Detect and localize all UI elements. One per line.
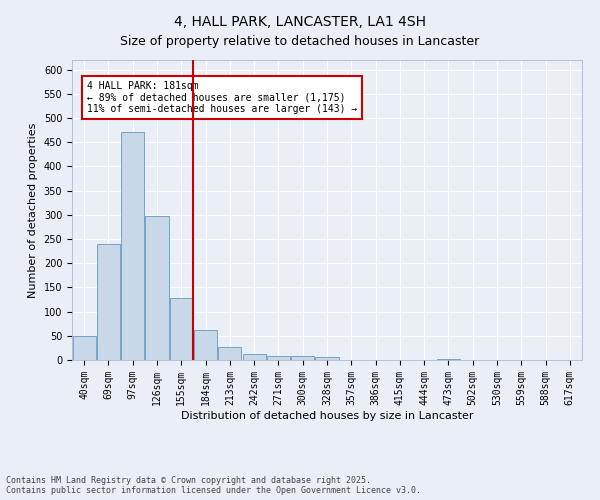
Bar xyxy=(97,244,120,360)
Bar xyxy=(170,298,193,360)
Text: Contains HM Land Registry data © Crown copyright and database right 2025.
Contai: Contains HM Land Registry data © Crown c… xyxy=(6,476,421,495)
Bar xyxy=(145,216,169,360)
Bar xyxy=(437,358,460,360)
Bar xyxy=(267,356,290,360)
Bar xyxy=(121,132,144,360)
Y-axis label: Number of detached properties: Number of detached properties xyxy=(28,122,38,298)
Text: 4, HALL PARK, LANCASTER, LA1 4SH: 4, HALL PARK, LANCASTER, LA1 4SH xyxy=(174,15,426,29)
Bar xyxy=(291,356,314,360)
Text: 4 HALL PARK: 181sqm
← 89% of detached houses are smaller (1,175)
11% of semi-det: 4 HALL PARK: 181sqm ← 89% of detached ho… xyxy=(88,81,358,114)
Bar xyxy=(73,336,95,360)
Bar xyxy=(242,354,266,360)
Bar xyxy=(316,357,338,360)
X-axis label: Distribution of detached houses by size in Lancaster: Distribution of detached houses by size … xyxy=(181,410,473,420)
Text: Size of property relative to detached houses in Lancaster: Size of property relative to detached ho… xyxy=(121,35,479,48)
Bar xyxy=(218,348,241,360)
Bar xyxy=(194,330,217,360)
